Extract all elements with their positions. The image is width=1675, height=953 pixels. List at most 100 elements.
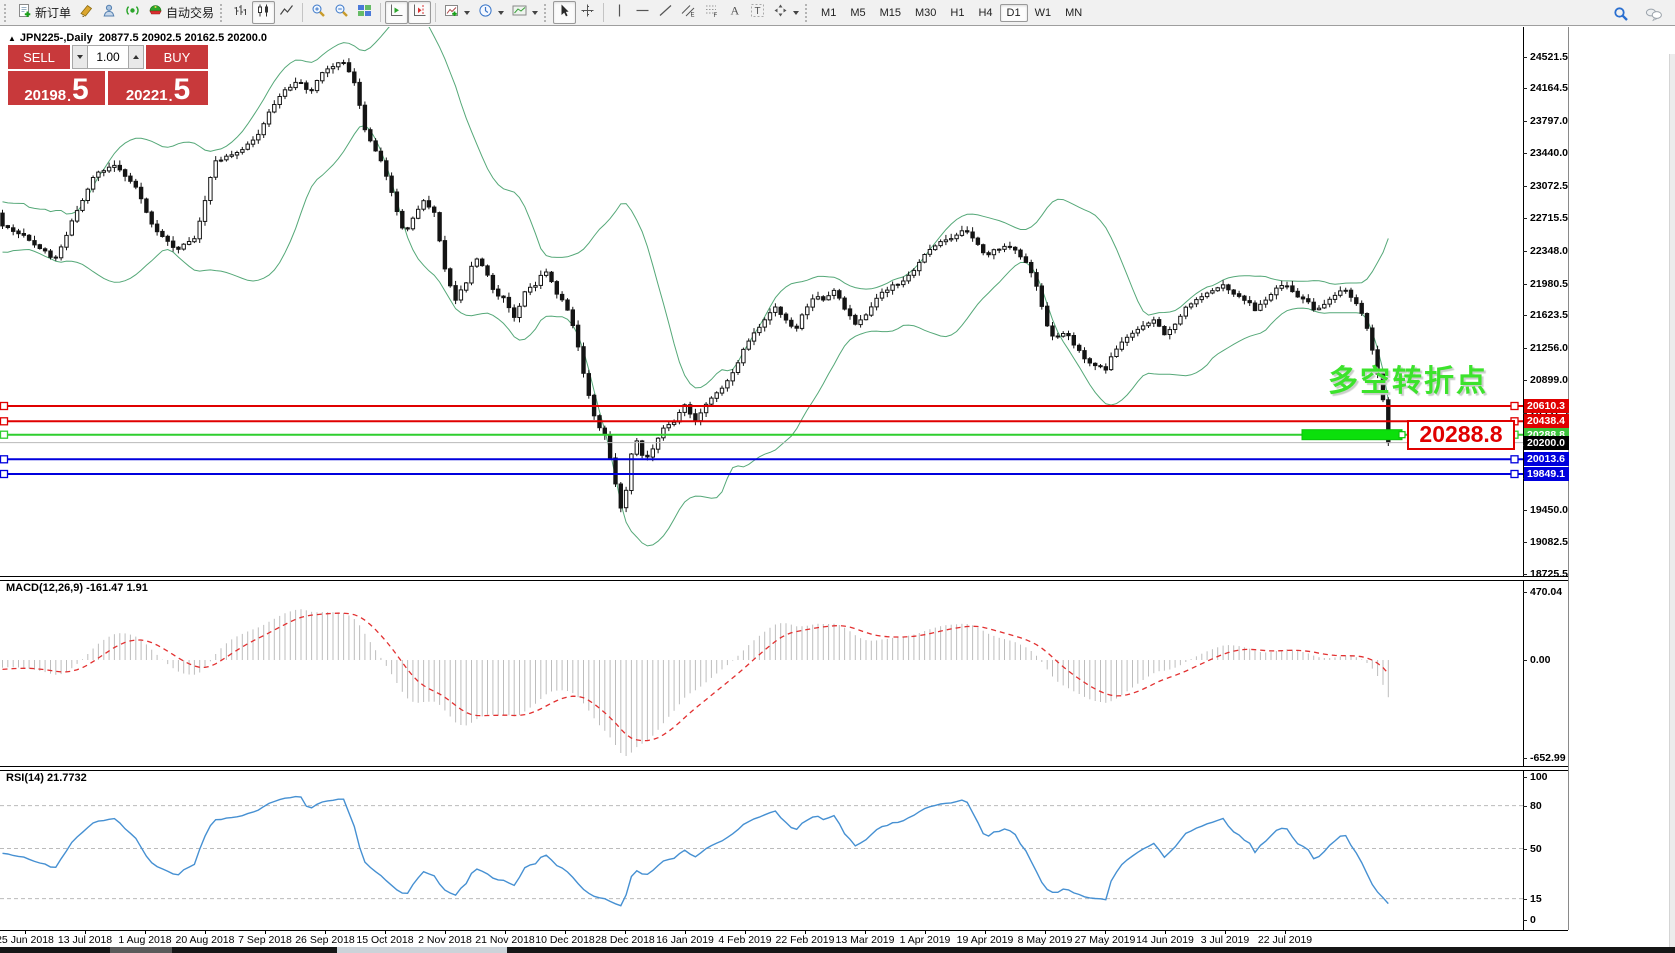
line-handle[interactable]	[1510, 455, 1519, 464]
timeframe-w1[interactable]: W1	[1034, 6, 1052, 19]
timeframe-m1[interactable]: M1	[821, 6, 837, 19]
price-tick-label: 22348.0	[1530, 244, 1568, 257]
chart-window: ▲ JPN225-,Daily 20877.5 20902.5 20162.5 2…	[0, 27, 1675, 953]
rectangle-handle[interactable]	[1398, 431, 1406, 439]
turning-point-annotation[interactable]: 多空转折点	[1328, 364, 1488, 398]
price-tick-mark	[1523, 250, 1527, 252]
price-tick-mark	[1523, 217, 1527, 219]
crosshair-icon	[580, 3, 595, 23]
panel-separator-rsi[interactable]	[0, 766, 1568, 771]
sell-price-button[interactable]: 20198. 5	[8, 71, 105, 105]
line-chart-button[interactable]	[275, 1, 298, 24]
date-label: 22 Feb 2019	[775, 934, 835, 946]
timeframe-h1[interactable]: H1	[950, 6, 965, 19]
date-label: 3 Jul 2019	[1200, 934, 1250, 946]
line-handle[interactable]	[0, 455, 9, 464]
line-handle[interactable]	[0, 417, 9, 426]
autoscroll-button[interactable]	[385, 1, 409, 24]
price-callout[interactable]: 20288.8	[1407, 419, 1515, 450]
timeframe-m30[interactable]: M30	[915, 6, 937, 19]
line-handle[interactable]	[1510, 469, 1519, 479]
chevron-down-icon[interactable]	[498, 10, 505, 15]
community-button[interactable]	[98, 1, 121, 24]
zoom-in-button[interactable]	[307, 1, 330, 24]
toolbar-grip[interactable]	[4, 3, 9, 22]
signals-button[interactable]	[121, 1, 144, 24]
vertical-line-button[interactable]	[608, 1, 631, 24]
price-tick-label: 24164.5	[1530, 82, 1568, 95]
timeframe-d1[interactable]: D1	[999, 3, 1028, 22]
chevron-down-icon[interactable]	[793, 10, 800, 15]
right-scrollbar[interactable]	[1669, 54, 1675, 953]
volume-decrease-button[interactable]	[72, 45, 88, 69]
line-handle[interactable]	[0, 401, 9, 411]
chevron-down-icon[interactable]	[532, 10, 539, 15]
crosshair-button[interactable]	[576, 1, 599, 24]
date-label: 7 Sep 2018	[238, 934, 292, 946]
chat-icon[interactable]	[1641, 2, 1667, 25]
line-handle[interactable]	[0, 430, 9, 439]
arrows-button[interactable]	[769, 1, 803, 24]
taskbar-segment	[337, 947, 507, 953]
price-tick-label: 23072.5	[1530, 180, 1568, 193]
tile-windows-button[interactable]	[353, 1, 376, 24]
date-tick-mark	[685, 931, 686, 934]
timeframe-m15[interactable]: M15	[879, 6, 901, 19]
buy-price-button[interactable]: 20221. 5	[108, 71, 208, 105]
line-handle[interactable]	[1510, 401, 1519, 411]
buy-button[interactable]: BUY	[146, 45, 208, 71]
metaeditor-button[interactable]	[75, 1, 98, 24]
price-line-label: 20438.4	[1524, 414, 1569, 429]
time-axis[interactable]: 25 Jun 2018 13 Jul 2018 1 Aug 2018 20 Aug 2…	[0, 930, 1568, 948]
price-tick-label: 23440.0	[1530, 147, 1568, 160]
date-label: 21 Nov 2018	[475, 934, 535, 946]
text-button[interactable]: A	[723, 1, 746, 24]
date-tick-mark	[625, 931, 626, 934]
price-tick-mark	[1523, 186, 1527, 188]
indicators-button[interactable]	[440, 1, 474, 24]
channel-button[interactable]: E	[677, 1, 700, 24]
macd-tick-label: 0.00	[1530, 654, 1551, 666]
zoom-out-button[interactable]	[330, 1, 353, 24]
trendline-button[interactable]	[654, 1, 677, 24]
timeframe-m5[interactable]: M5	[850, 6, 866, 19]
candlestick-button[interactable]	[252, 1, 276, 24]
indicators-icon	[444, 3, 459, 23]
volume-increase-button[interactable]	[128, 45, 144, 69]
toolbar-grip[interactable]	[220, 3, 225, 22]
panel-separator-macd[interactable]	[0, 576, 1568, 581]
autotrading-button[interactable]: 自动交易	[144, 1, 218, 24]
periods-icon	[478, 3, 493, 23]
price-tick-label: 22715.5	[1530, 211, 1568, 224]
zoom-out-icon	[334, 3, 349, 23]
periods-button[interactable]	[474, 1, 508, 24]
line-handle[interactable]	[0, 469, 9, 479]
fibonacci-button[interactable]: F	[700, 1, 723, 24]
timeframe-h4[interactable]: H4	[978, 6, 993, 19]
toolbar-grip[interactable]	[805, 3, 810, 22]
chevron-down-icon[interactable]	[464, 10, 471, 15]
rsi-tick-label: 50	[1530, 842, 1542, 855]
collapse-icon[interactable]: ▲	[8, 34, 16, 43]
toolbar-grip[interactable]	[544, 3, 549, 22]
cursor-button[interactable]	[553, 1, 577, 24]
sell-button[interactable]: SELL	[8, 45, 70, 71]
volume-input[interactable]: 1.00	[88, 45, 128, 69]
templates-button[interactable]	[508, 1, 542, 24]
chart-shift-button[interactable]	[408, 1, 432, 24]
date-tick-mark	[1165, 931, 1166, 934]
bar-chart-button[interactable]	[229, 1, 252, 24]
timeframe-mn[interactable]: MN	[1065, 6, 1083, 19]
date-label: 19 Apr 2019	[956, 934, 1014, 946]
date-tick-mark	[385, 931, 386, 934]
editor-icon	[79, 3, 94, 23]
label-button[interactable]: T	[746, 1, 769, 24]
date-tick-mark	[445, 931, 446, 934]
new-order-button[interactable]: 新订单	[13, 1, 75, 24]
date-label: 1 Aug 2018	[118, 934, 172, 946]
horizontal-line-button[interactable]	[631, 1, 654, 24]
taskbar-edge	[0, 947, 1675, 953]
date-tick-mark	[1105, 931, 1106, 934]
search-icon[interactable]	[1609, 2, 1633, 25]
